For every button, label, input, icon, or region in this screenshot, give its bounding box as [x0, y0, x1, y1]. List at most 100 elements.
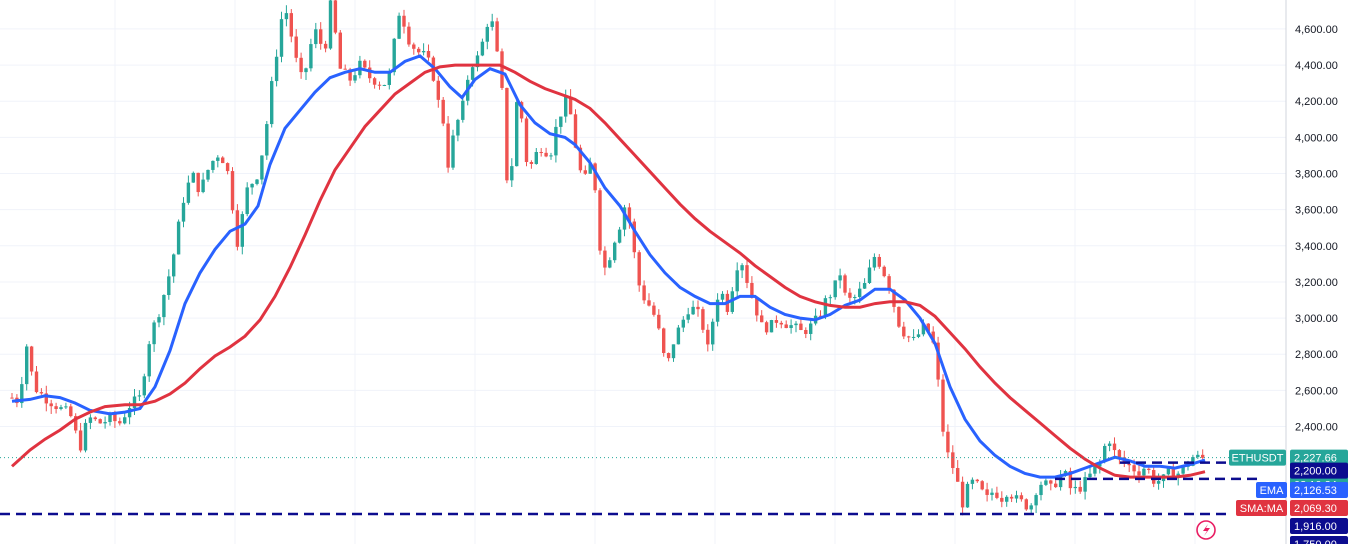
candle[interactable] — [485, 23, 489, 50]
ema-line[interactable] — [11, 54, 1206, 479]
candle[interactable] — [221, 156, 225, 164]
candle[interactable] — [676, 324, 681, 345]
candle[interactable] — [39, 388, 44, 395]
candle[interactable] — [186, 175, 191, 205]
candle[interactable] — [642, 280, 646, 304]
candle[interactable] — [608, 257, 612, 269]
candle[interactable] — [407, 22, 411, 47]
candle[interactable] — [461, 95, 465, 123]
candle[interactable] — [49, 399, 53, 414]
candle[interactable] — [975, 478, 979, 483]
candle[interactable] — [74, 413, 78, 434]
candle[interactable] — [637, 250, 641, 292]
candle[interactable] — [436, 75, 440, 108]
sma-ma-line[interactable] — [10, 63, 1206, 479]
candle[interactable] — [911, 329, 916, 341]
candle[interactable] — [64, 402, 68, 410]
candle[interactable] — [1112, 437, 1117, 457]
candle[interactable] — [328, 0, 333, 50]
candle[interactable] — [446, 116, 450, 173]
candle[interactable] — [495, 17, 499, 53]
candle[interactable] — [691, 300, 695, 315]
candle[interactable] — [490, 13, 494, 31]
candle[interactable] — [936, 336, 940, 387]
candle[interactable] — [260, 155, 264, 185]
candle[interactable] — [769, 319, 774, 333]
candle[interactable] — [1171, 461, 1175, 478]
candle[interactable] — [78, 422, 83, 453]
candle[interactable] — [951, 445, 955, 474]
candle[interactable] — [358, 55, 362, 79]
candle[interactable] — [622, 204, 627, 237]
candle[interactable] — [284, 5, 289, 27]
candle[interactable] — [137, 390, 142, 402]
candle[interactable] — [402, 9, 406, 34]
candle[interactable] — [764, 320, 769, 335]
candle[interactable] — [412, 42, 416, 55]
candle[interactable] — [799, 317, 803, 331]
candle[interactable] — [1009, 494, 1014, 503]
candle[interactable] — [475, 51, 480, 72]
candle[interactable] — [225, 162, 230, 175]
candle[interactable] — [397, 12, 401, 40]
candle[interactable] — [902, 321, 906, 340]
candle[interactable] — [960, 476, 965, 516]
candle[interactable] — [671, 344, 676, 362]
candle[interactable] — [279, 11, 284, 63]
candle[interactable] — [745, 259, 749, 289]
candle[interactable] — [426, 44, 431, 61]
candle[interactable] — [1054, 480, 1058, 489]
candle[interactable] — [750, 276, 754, 299]
candle[interactable] — [784, 320, 788, 329]
candle[interactable] — [735, 262, 739, 297]
candle[interactable] — [201, 172, 205, 194]
candle[interactable] — [789, 319, 793, 334]
candle[interactable] — [299, 52, 303, 79]
candle[interactable] — [338, 30, 342, 69]
candle[interactable] — [250, 183, 254, 195]
candle[interactable] — [907, 335, 911, 343]
candle[interactable] — [1019, 492, 1024, 502]
candle[interactable] — [372, 76, 377, 89]
candle[interactable] — [666, 352, 671, 362]
candle[interactable] — [10, 393, 14, 399]
candle[interactable] — [916, 329, 921, 339]
candle[interactable] — [323, 40, 328, 53]
candle[interactable] — [289, 9, 293, 43]
candle[interactable] — [343, 64, 347, 70]
candle[interactable] — [897, 306, 901, 328]
candle[interactable] — [157, 314, 161, 328]
candle[interactable] — [539, 148, 543, 157]
candle[interactable] — [255, 178, 259, 186]
candle[interactable] — [711, 318, 715, 351]
candle[interactable] — [617, 226, 622, 244]
candle[interactable] — [1137, 464, 1141, 483]
candle[interactable] — [554, 119, 558, 163]
candle[interactable] — [583, 165, 587, 175]
candle[interactable] — [980, 480, 984, 491]
candle[interactable] — [632, 218, 636, 259]
candle[interactable] — [524, 116, 529, 167]
candle[interactable] — [240, 211, 244, 255]
candle[interactable] — [505, 87, 509, 184]
candle[interactable] — [662, 327, 666, 357]
candle[interactable] — [181, 197, 186, 228]
candle[interactable] — [779, 320, 783, 329]
candle[interactable] — [176, 219, 181, 255]
candle[interactable] — [652, 302, 656, 317]
candle[interactable] — [1014, 490, 1019, 503]
candle[interactable] — [245, 182, 249, 217]
candle[interactable] — [230, 167, 235, 214]
candle[interactable] — [760, 310, 764, 323]
candle[interactable] — [867, 259, 872, 284]
candle[interactable] — [534, 148, 538, 165]
candle[interactable] — [995, 486, 999, 500]
candle[interactable] — [1196, 450, 1200, 460]
candle[interactable] — [549, 152, 553, 160]
candle[interactable] — [1088, 466, 1092, 479]
horizontal-levels[interactable] — [0, 461, 1262, 516]
candle[interactable] — [568, 89, 573, 115]
candle[interactable] — [755, 297, 759, 322]
candle[interactable] — [34, 366, 39, 394]
